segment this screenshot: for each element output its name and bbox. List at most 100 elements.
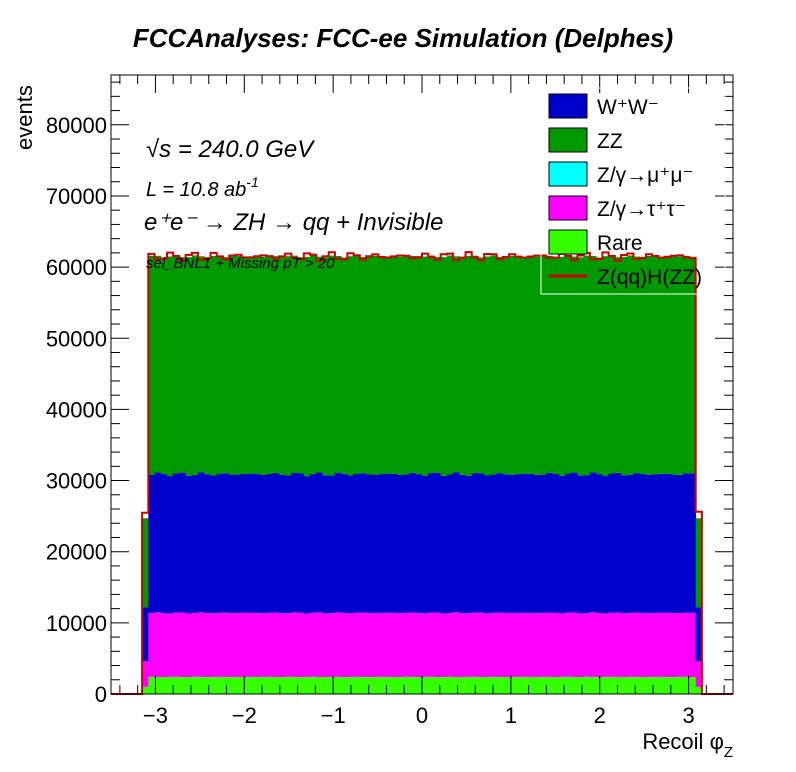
bar-3-bin-44 bbox=[384, 473, 392, 613]
bar-1-bin-9 bbox=[166, 613, 174, 677]
bar-0-bin-23 bbox=[254, 676, 261, 694]
bar-0-bin-30 bbox=[297, 677, 305, 694]
bar-3-bin-42 bbox=[372, 474, 379, 614]
bar-4-bin-38 bbox=[347, 256, 354, 476]
legend-swatch-4 bbox=[548, 229, 588, 255]
bar-3-bin-32 bbox=[310, 473, 317, 613]
bar-0-bin-51 bbox=[428, 676, 435, 694]
bar-1-bin-90 bbox=[670, 613, 678, 677]
x-tick-label: 0 bbox=[416, 703, 428, 728]
bar-3-bin-57 bbox=[465, 475, 473, 614]
bar-3-bin-92 bbox=[683, 473, 690, 613]
bar-4-bin-42 bbox=[372, 255, 379, 475]
bar-0-bin-28 bbox=[285, 676, 292, 694]
bar-1-bin-24 bbox=[260, 613, 267, 677]
bar-0-bin-34 bbox=[322, 677, 330, 694]
bar-0-bin-36 bbox=[334, 676, 342, 694]
bar-3-bin-84 bbox=[633, 473, 641, 613]
bar-3-bin-48 bbox=[409, 472, 417, 613]
bar-3-bin-17 bbox=[216, 473, 224, 613]
bar-3-bin-85 bbox=[639, 474, 647, 613]
bar-4-bin-34 bbox=[322, 257, 330, 476]
bar-0-bin-71 bbox=[552, 677, 560, 694]
bar-0-bin-92 bbox=[683, 676, 690, 694]
bar-1-bin-19 bbox=[229, 613, 236, 677]
bar-1-bin-91 bbox=[677, 613, 684, 677]
bar-1-bin-83 bbox=[627, 613, 634, 677]
bar-3-bin-27 bbox=[278, 474, 286, 614]
bar-1-bin-75 bbox=[577, 613, 585, 678]
bar-1-bin-34 bbox=[322, 613, 330, 678]
bar-4-bin-24 bbox=[260, 256, 267, 476]
bar-4-bin-30 bbox=[297, 257, 305, 474]
bar-1-bin-42 bbox=[372, 613, 379, 677]
bar-4-bin-11 bbox=[179, 257, 187, 473]
bar-4-bin-18 bbox=[222, 257, 230, 474]
bar-1-bin-80 bbox=[608, 612, 616, 677]
bar-3-bin-80 bbox=[608, 473, 616, 613]
bar-1-bin-56 bbox=[459, 613, 466, 678]
bar-1-bin-52 bbox=[434, 612, 442, 678]
bar-0-bin-50 bbox=[422, 676, 429, 694]
bar-4-bin-44 bbox=[384, 256, 392, 474]
bar-1-bin-32 bbox=[310, 612, 317, 677]
axes-layer: −3 −2 −1 0 1 2 3 0 10000 20000 30000 40000 50000 6000… bbox=[46, 74, 734, 728]
bar-3-bin-68 bbox=[533, 474, 541, 614]
bar-4-bin-59 bbox=[477, 257, 485, 474]
bar-3-bin-14 bbox=[198, 472, 205, 613]
bar-3-bin-29 bbox=[291, 472, 298, 613]
bar-1-bin-40 bbox=[359, 612, 367, 677]
bar-0-bin-7 bbox=[154, 676, 162, 694]
bar-3-bin-24 bbox=[260, 475, 267, 614]
bar-4-bin-46 bbox=[397, 256, 404, 475]
bar-0-bin-37 bbox=[341, 677, 348, 694]
bar-4-bin-7 bbox=[154, 255, 162, 473]
y-tick-label: 70000 bbox=[46, 184, 107, 209]
bar-1-bin-16 bbox=[210, 613, 218, 677]
bar-3-bin-26 bbox=[272, 472, 280, 613]
bar-4-bin-36 bbox=[334, 255, 342, 473]
bar-0-bin-55 bbox=[453, 676, 460, 694]
bar-0-bin-73 bbox=[565, 676, 572, 694]
bar-4-bin-71 bbox=[552, 256, 560, 475]
bar-4-bin-15 bbox=[204, 257, 211, 475]
bar-3-bin-94 bbox=[695, 607, 703, 662]
bar-1-bin-55 bbox=[453, 612, 460, 677]
bar-3-bin-34 bbox=[322, 475, 330, 614]
bar-3-bin-89 bbox=[664, 473, 672, 613]
bar-0-bin-45 bbox=[390, 676, 398, 694]
y-tick-label: 0 bbox=[95, 682, 107, 707]
bar-4-bin-65 bbox=[515, 256, 522, 475]
annotation-selection: sel_BNL1 + Missing pT > 20 bbox=[146, 255, 335, 272]
series-line-signal bbox=[111, 251, 733, 695]
bar-4-bin-82 bbox=[621, 256, 628, 476]
bar-1-bin-48 bbox=[409, 612, 417, 677]
legend-label-2: Z/γ→μ⁺μ⁻ bbox=[597, 164, 694, 187]
bar-4-bin-63 bbox=[502, 256, 510, 475]
bar-1-bin-39 bbox=[353, 612, 361, 677]
bar-3-bin-74 bbox=[571, 472, 578, 613]
bar-4-bin-60 bbox=[484, 256, 491, 476]
bar-0-bin-81 bbox=[614, 677, 622, 694]
bar-3-bin-49 bbox=[415, 474, 423, 614]
bar-1-bin-87 bbox=[652, 612, 659, 677]
bar-4-bin-68 bbox=[533, 256, 541, 475]
bar-1-bin-71 bbox=[552, 612, 560, 678]
bar-4-bin-16 bbox=[210, 255, 218, 476]
bar-4-bin-78 bbox=[596, 257, 603, 475]
bar-1-bin-64 bbox=[509, 613, 516, 677]
bar-1-bin-11 bbox=[179, 612, 187, 678]
bar-4-bin-37 bbox=[341, 257, 348, 474]
bar-0-bin-69 bbox=[540, 676, 547, 694]
bar-4-bin-17 bbox=[216, 255, 224, 474]
bar-1-bin-50 bbox=[422, 613, 429, 677]
bar-3-bin-38 bbox=[347, 475, 354, 614]
bar-4-bin-26 bbox=[272, 256, 280, 473]
bar-1-bin-30 bbox=[297, 612, 305, 678]
bar-3-bin-8 bbox=[160, 474, 168, 613]
bar-4-bin-48 bbox=[409, 255, 417, 473]
bar-1-bin-18 bbox=[222, 612, 230, 677]
bar-1-bin-57 bbox=[465, 613, 473, 677]
x-tick-label: −2 bbox=[232, 703, 257, 728]
